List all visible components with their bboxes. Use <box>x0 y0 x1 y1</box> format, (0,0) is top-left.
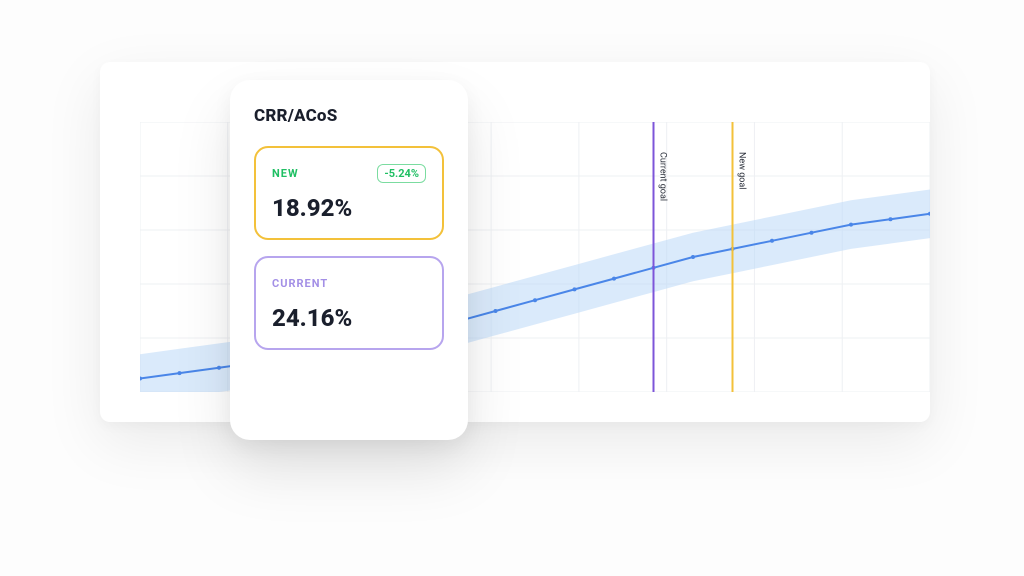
new-metric-value: 18.92% <box>272 194 426 222</box>
new-metric-box[interactable]: NEW -5.24% 18.92% <box>254 146 444 240</box>
new-metric-label: NEW <box>272 167 299 180</box>
current-metric-box[interactable]: CURRENT 24.16% <box>254 256 444 350</box>
crr-acos-card: CRR/ACoS NEW -5.24% 18.92% CURRENT 24.16… <box>230 80 468 440</box>
goal-projection-chart-panel: Current goalNew goal <box>100 62 930 422</box>
current-metric-header: CURRENT <box>272 272 426 294</box>
new-metric-header: NEW -5.24% <box>272 162 426 184</box>
current-metric-value: 24.16% <box>272 304 426 332</box>
delta-badge: -5.24% <box>377 164 426 183</box>
current-metric-label: CURRENT <box>272 277 328 290</box>
card-title: CRR/ACoS <box>254 106 444 126</box>
stage: Current goalNew goal CRR/ACoS NEW -5.24%… <box>0 0 1024 576</box>
